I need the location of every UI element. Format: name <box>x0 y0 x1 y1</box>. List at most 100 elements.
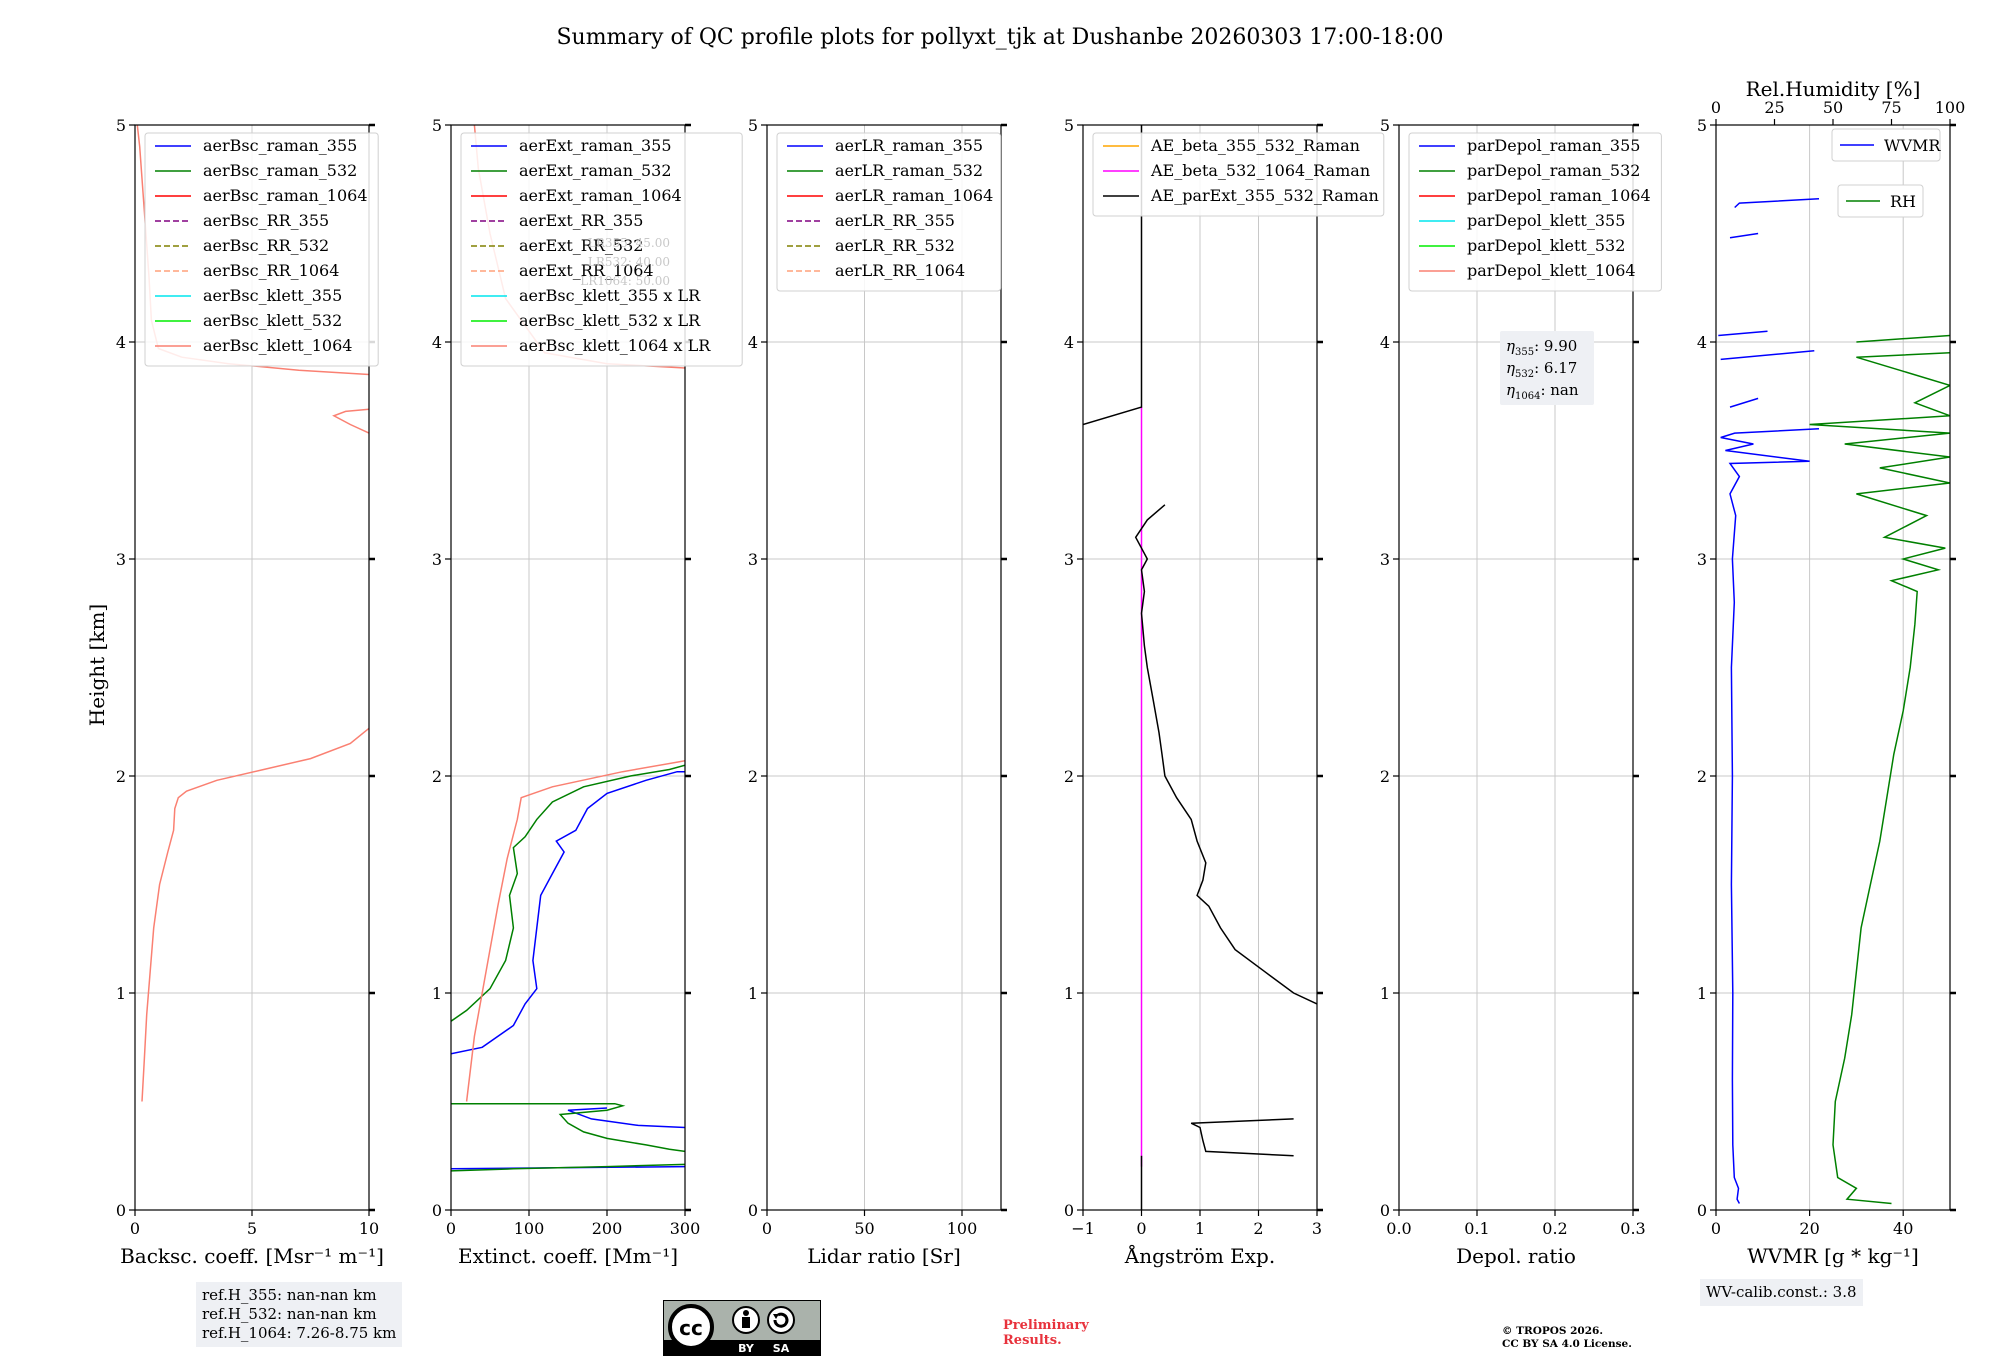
legend-label: aerExt_RR_1064 <box>519 261 654 280</box>
series-klett_1064 <box>465 760 685 1102</box>
top-x-tick-label: 25 <box>1764 98 1784 117</box>
y-tick-label: 3 <box>1697 550 1707 569</box>
legend-label: RH <box>1890 192 1916 211</box>
preliminary-line-1: Preliminary <box>1003 1318 1089 1333</box>
y-tick-label: 5 <box>1380 116 1390 135</box>
legend-label: aerLR_RR_532 <box>835 236 955 255</box>
legend-label: aerExt_raman_1064 <box>519 186 682 205</box>
x-tick-label: 5 <box>247 1219 257 1238</box>
top-x-tick-label: 50 <box>1823 98 1843 117</box>
copyright-line-2: CC BY SA 4.0 License. <box>1502 1338 1632 1350</box>
figure-title: Summary of QC profile plots for pollyxt_… <box>556 25 1443 50</box>
eta-label: η532: 6.17 <box>1506 359 1577 380</box>
x-tick-label: 0.1 <box>1464 1219 1489 1238</box>
y-tick-label: 2 <box>1064 767 1074 786</box>
panel-depol: 0 1 2 3 4 5 0.0 0.1 0.2 0.3 Depol. ratio parDepol_r… <box>1380 116 1662 1268</box>
y-tick-label: 3 <box>748 550 758 569</box>
series-WVMR_top1 <box>1720 349 1815 361</box>
eta-label: η355: 9.90 <box>1506 337 1577 358</box>
y-tick-label: 3 <box>1380 550 1390 569</box>
legend-label: aerBsc_RR_1064 <box>203 261 339 280</box>
lr-note: LR1064: 50.00 <box>580 274 670 288</box>
x-tick-label: 10 <box>359 1219 379 1238</box>
reference-height-box: ref.H_355: nan-nan km ref.H_532: nan-nan… <box>196 1282 403 1347</box>
legend-frame <box>460 132 743 367</box>
x-tick-label: 100 <box>947 1219 978 1238</box>
y-tick-label: 3 <box>432 550 442 569</box>
y-tick-label: 2 <box>432 767 442 786</box>
y-tick-label: 4 <box>1697 333 1707 352</box>
y-tick-label: 1 <box>1380 984 1390 1003</box>
x-tick-label: 20 <box>1799 1219 1819 1238</box>
y-tick-label: 4 <box>1380 333 1390 352</box>
x-tick-label: 0.0 <box>1386 1219 1411 1238</box>
y-axis-label: Height [km] <box>85 604 109 726</box>
eta-frame <box>1500 331 1594 405</box>
x-tick-label: 3 <box>1312 1219 1322 1238</box>
x-tick-label: 40 <box>1893 1219 1913 1238</box>
legend-label: parDepol_klett_532 <box>1467 236 1625 255</box>
legend-frame <box>1092 132 1385 217</box>
y-tick-label: 1 <box>432 984 442 1003</box>
legend-label: aerLR_raman_532 <box>835 161 983 180</box>
eta-label: η1064: nan <box>1506 381 1579 402</box>
legend-label: aerBsc_RR_355 <box>203 211 329 230</box>
axes-frame <box>1398 124 1634 1211</box>
legend-wvmr: WVMR <box>1831 128 1941 162</box>
legend-label: AE_beta_355_532_Raman <box>1150 136 1360 155</box>
legend-label: parDepol_raman_532 <box>1467 161 1640 180</box>
ref-h-532: ref.H_532: nan-nan km <box>202 1305 377 1323</box>
legend-label: AE_beta_532_1064_Raman <box>1150 161 1370 180</box>
y-tick-label: 1 <box>116 984 126 1003</box>
lr-note: LR532: 40.00 <box>588 255 670 269</box>
legend-label: aerBsc_raman_1064 <box>203 186 368 205</box>
preliminary-line-2: Results. <box>1003 1333 1062 1348</box>
legend-frame <box>1837 184 1924 218</box>
x-tick-label: 1 <box>1195 1219 1205 1238</box>
lr-note: LR355: 45.00 <box>588 236 670 250</box>
x-axis-label: Extinct. coeff. [Mm⁻¹] <box>458 1244 678 1268</box>
legend-label: aerBsc_raman_355 <box>203 136 357 155</box>
wv-calibration-box: WV-calib.const.: 3.8 <box>1700 1279 1863 1306</box>
x-tick-label: 100 <box>514 1219 545 1238</box>
copyright-line-1: © TROPOS 2026. <box>1502 1325 1604 1337</box>
series-raman_355_c <box>451 770 685 1055</box>
wv-calib-const: WV-calib.const.: 3.8 <box>1706 1283 1857 1301</box>
x-tick-label: 2 <box>1253 1219 1263 1238</box>
x-tick-label: 0 <box>446 1219 456 1238</box>
legend-label: aerLR_raman_1064 <box>835 186 993 205</box>
y-tick-label: 5 <box>1064 116 1074 135</box>
series-WVMR_top3 <box>1729 397 1759 408</box>
y-tick-label: 0 <box>116 1201 126 1220</box>
y-tick-label: 4 <box>116 333 126 352</box>
legend-label: aerLR_RR_1064 <box>835 261 965 280</box>
series-AE_parExt_b <box>1190 1118 1294 1157</box>
axes-frame <box>1715 124 1951 1211</box>
legend: AE_beta_355_532_Raman AE_beta_532_1064_Ra… <box>1092 132 1385 217</box>
preliminary-notice: Preliminary Results. <box>1003 1318 1089 1348</box>
series-WVMR_top5 <box>1734 198 1820 209</box>
y-tick-label: 5 <box>1697 116 1707 135</box>
legend-rh: RH <box>1837 184 1924 218</box>
legend-label: aerBsc_RR_532 <box>203 236 329 255</box>
x-axis-label: Depol. ratio <box>1456 1244 1576 1268</box>
legend-frame <box>144 132 379 367</box>
x-tick-label: 0 <box>130 1219 140 1238</box>
series-raman_532 <box>451 1163 685 1172</box>
legend: aerBsc_raman_355 aerBsc_raman_532 aerBsc_r… <box>144 132 379 367</box>
legend-label: aerBsc_klett_1064 x LR <box>519 336 711 355</box>
x-tick-label: 0 <box>1711 1219 1721 1238</box>
legend-label: parDepol_klett_355 <box>1467 211 1625 230</box>
y-tick-label: 0 <box>748 1201 758 1220</box>
legend-label: aerBsc_klett_1064 <box>203 336 352 355</box>
y-tick-label: 2 <box>116 767 126 786</box>
y-tick-label: 5 <box>116 116 126 135</box>
legend-label: aerExt_raman_532 <box>519 161 672 180</box>
y-tick-label: 5 <box>432 116 442 135</box>
top-x-tick-label: 0 <box>1711 98 1721 117</box>
y-tick-label: 3 <box>116 550 126 569</box>
